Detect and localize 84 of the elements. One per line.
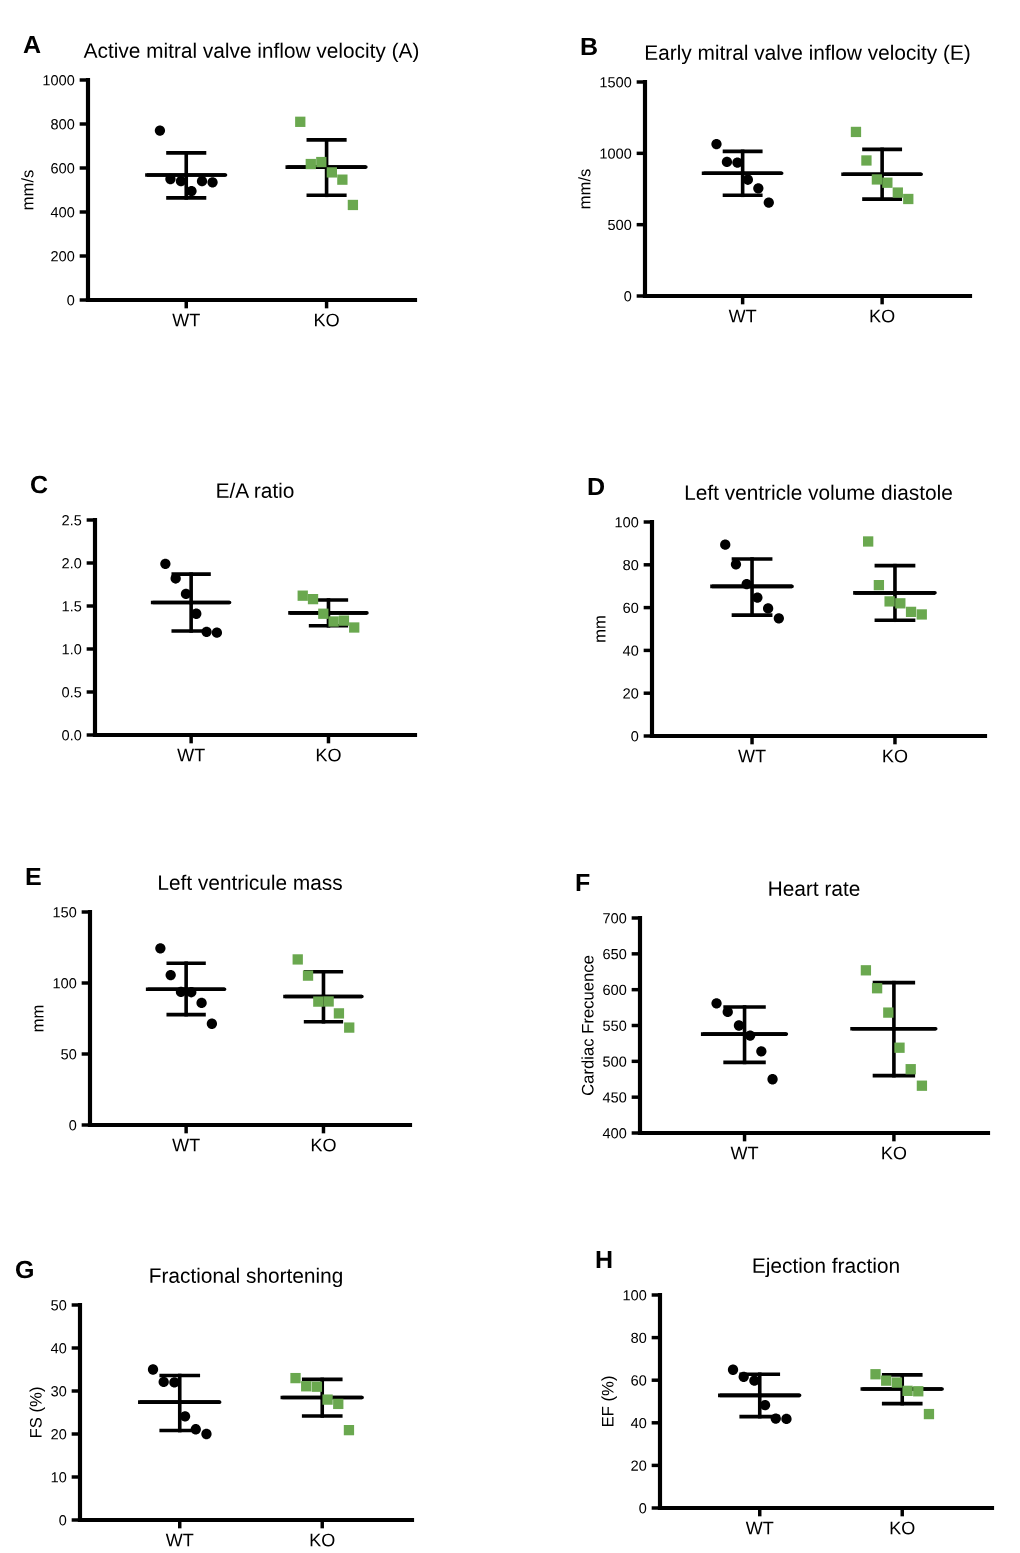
y-tick-label: 0 — [631, 731, 639, 742]
y-tick-label: 0 — [624, 291, 632, 302]
x-tick-label: WT — [172, 313, 200, 327]
y-tick-label: 0 — [639, 1503, 647, 1514]
y-tick-label: 2.0 — [62, 558, 82, 569]
chart-title: Left ventricle volume diastole — [685, 484, 952, 500]
x-tick-label: WT — [730, 1146, 759, 1160]
y-tick-label: 0 — [59, 1515, 67, 1526]
y-tick-label: 40 — [630, 1417, 647, 1429]
y-tick-label: 0 — [67, 295, 75, 306]
x-tick-label: KO — [883, 749, 908, 763]
y-axis-title: Cardiac Frecuence — [581, 955, 594, 1096]
text: B — [581, 37, 597, 56]
y-tick-label: 150 — [53, 907, 77, 918]
y-axis-title: mm/s — [21, 170, 34, 210]
y-axis-title: EF (%) — [601, 1376, 617, 1427]
text: C — [31, 475, 48, 494]
y-tick-label: 100 — [615, 517, 639, 528]
y-axis-title: mm — [34, 1005, 44, 1032]
y-tick-label: 80 — [623, 559, 639, 571]
y-tick-label: 550 — [603, 1020, 627, 1031]
y-tick-label: 20 — [631, 1460, 647, 1471]
x-tick-label: WT — [177, 748, 205, 762]
y-tick-label: 800 — [51, 119, 75, 130]
chart-title: Ejection fraction — [753, 1257, 899, 1278]
text: E — [26, 867, 41, 886]
text: G — [16, 1260, 33, 1279]
text: D — [588, 477, 604, 496]
chart-title: Left ventricule mass — [159, 874, 342, 890]
chart-title: Active mitral valve inflow velocity (A) — [83, 42, 419, 63]
y-axis-title: FS (%) — [29, 1387, 46, 1438]
chart-title: Fractional shortening — [150, 1267, 342, 1288]
y-tick-label: 600 — [51, 163, 75, 174]
y-axis-title: mm — [596, 616, 606, 642]
y-tick-label: 0.5 — [62, 687, 82, 698]
y-tick-label: 200 — [51, 251, 75, 262]
x-tick-label: KO — [870, 309, 895, 323]
y-tick-label: 20 — [51, 1429, 67, 1440]
y-tick-label: 1000 — [43, 75, 75, 86]
y-tick-label: 60 — [623, 602, 639, 614]
x-tick-label: KO — [890, 1521, 915, 1535]
y-tick-label: 40 — [622, 645, 639, 656]
x-tick-label: KO — [316, 748, 341, 762]
y-tick-label: 100 — [623, 1290, 647, 1301]
x-tick-label: KO — [882, 1146, 907, 1160]
y-tick-label: 700 — [603, 913, 627, 924]
y-tick-label: 1.0 — [62, 644, 82, 655]
y-tick-label: 400 — [602, 1128, 627, 1139]
x-tick-label: KO — [310, 1533, 335, 1547]
y-tick-label: 2.5 — [62, 515, 82, 526]
chart-title: Early mitral valve inflow velocity (E) — [645, 44, 970, 65]
x-tick-label: WT — [172, 1138, 200, 1152]
x-tick-label: WT — [728, 309, 757, 323]
y-tick-label: 500 — [603, 1056, 627, 1067]
y-tick-label: 450 — [602, 1092, 627, 1103]
y-tick-label: 50 — [61, 1049, 77, 1060]
y-tick-label: 40 — [50, 1343, 67, 1354]
y-tick-label: 600 — [603, 984, 627, 996]
y-tick-label: 1.5 — [62, 601, 82, 612]
x-tick-label: WT — [745, 1521, 774, 1535]
chart-title: E/A ratio — [217, 482, 294, 498]
y-axis-title: mm/s — [578, 169, 591, 209]
y-tick-label: 500 — [608, 219, 632, 231]
text: A — [23, 35, 41, 54]
chart-title: Heart rate — [769, 881, 860, 896]
text: F — [576, 873, 590, 892]
x-tick-label: WT — [738, 749, 766, 763]
y-tick-label: 10 — [51, 1472, 67, 1483]
y-tick-label: 20 — [623, 688, 639, 699]
y-tick-label: 30 — [51, 1386, 67, 1397]
y-tick-label: 100 — [53, 978, 77, 989]
text: H — [596, 1250, 612, 1269]
x-tick-label: WT — [165, 1533, 194, 1547]
y-tick-label: 1000 — [600, 148, 632, 159]
x-tick-label: KO — [311, 1138, 336, 1152]
y-tick-label: 80 — [631, 1332, 647, 1344]
y-tick-label: 50 — [51, 1300, 67, 1311]
y-tick-label: 60 — [631, 1375, 647, 1386]
y-tick-label: 1500 — [600, 77, 632, 88]
y-tick-label: 650 — [603, 948, 627, 960]
y-tick-label: 400 — [50, 207, 75, 218]
y-tick-label: 0.0 — [62, 730, 82, 741]
y-tick-label: 0 — [69, 1120, 77, 1131]
x-tick-label: KO — [315, 313, 339, 327]
